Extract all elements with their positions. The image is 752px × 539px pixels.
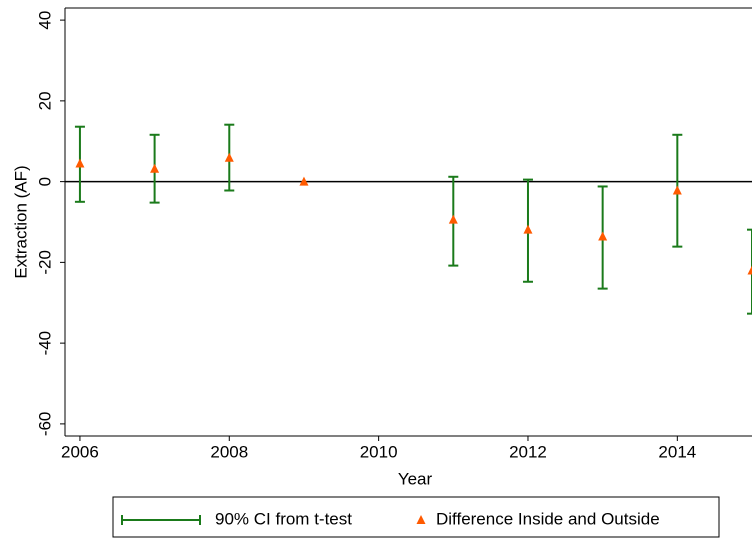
point [150, 163, 160, 173]
legend-label: Difference Inside and Outside [436, 509, 660, 528]
y-axis-title: Extraction (AF) [11, 165, 30, 278]
x-tick-label: 2014 [658, 442, 696, 461]
point [75, 158, 85, 168]
error-bar [747, 228, 752, 315]
legend-box [112, 496, 720, 538]
point [672, 185, 682, 195]
point [598, 231, 608, 241]
point [448, 214, 458, 224]
y-tick-label: 20 [35, 91, 54, 110]
x-tick-label: 2012 [509, 442, 547, 461]
point [747, 265, 752, 275]
point [224, 152, 234, 162]
y-tick-label: -40 [35, 331, 54, 356]
x-axis-title: Year [398, 469, 433, 488]
y-tick-label: 40 [35, 11, 54, 30]
point [523, 224, 533, 234]
y-tick-label: -20 [35, 250, 54, 275]
point [299, 176, 309, 186]
y-tick-label: 0 [35, 177, 54, 186]
legend-label: 90% CI from t-test [215, 509, 352, 528]
legend-swatch [416, 515, 426, 524]
x-tick-label: 2008 [210, 442, 248, 461]
x-tick-label: 2010 [360, 442, 398, 461]
y-tick-label: -60 [35, 412, 54, 437]
x-tick-label: 2006 [61, 442, 99, 461]
